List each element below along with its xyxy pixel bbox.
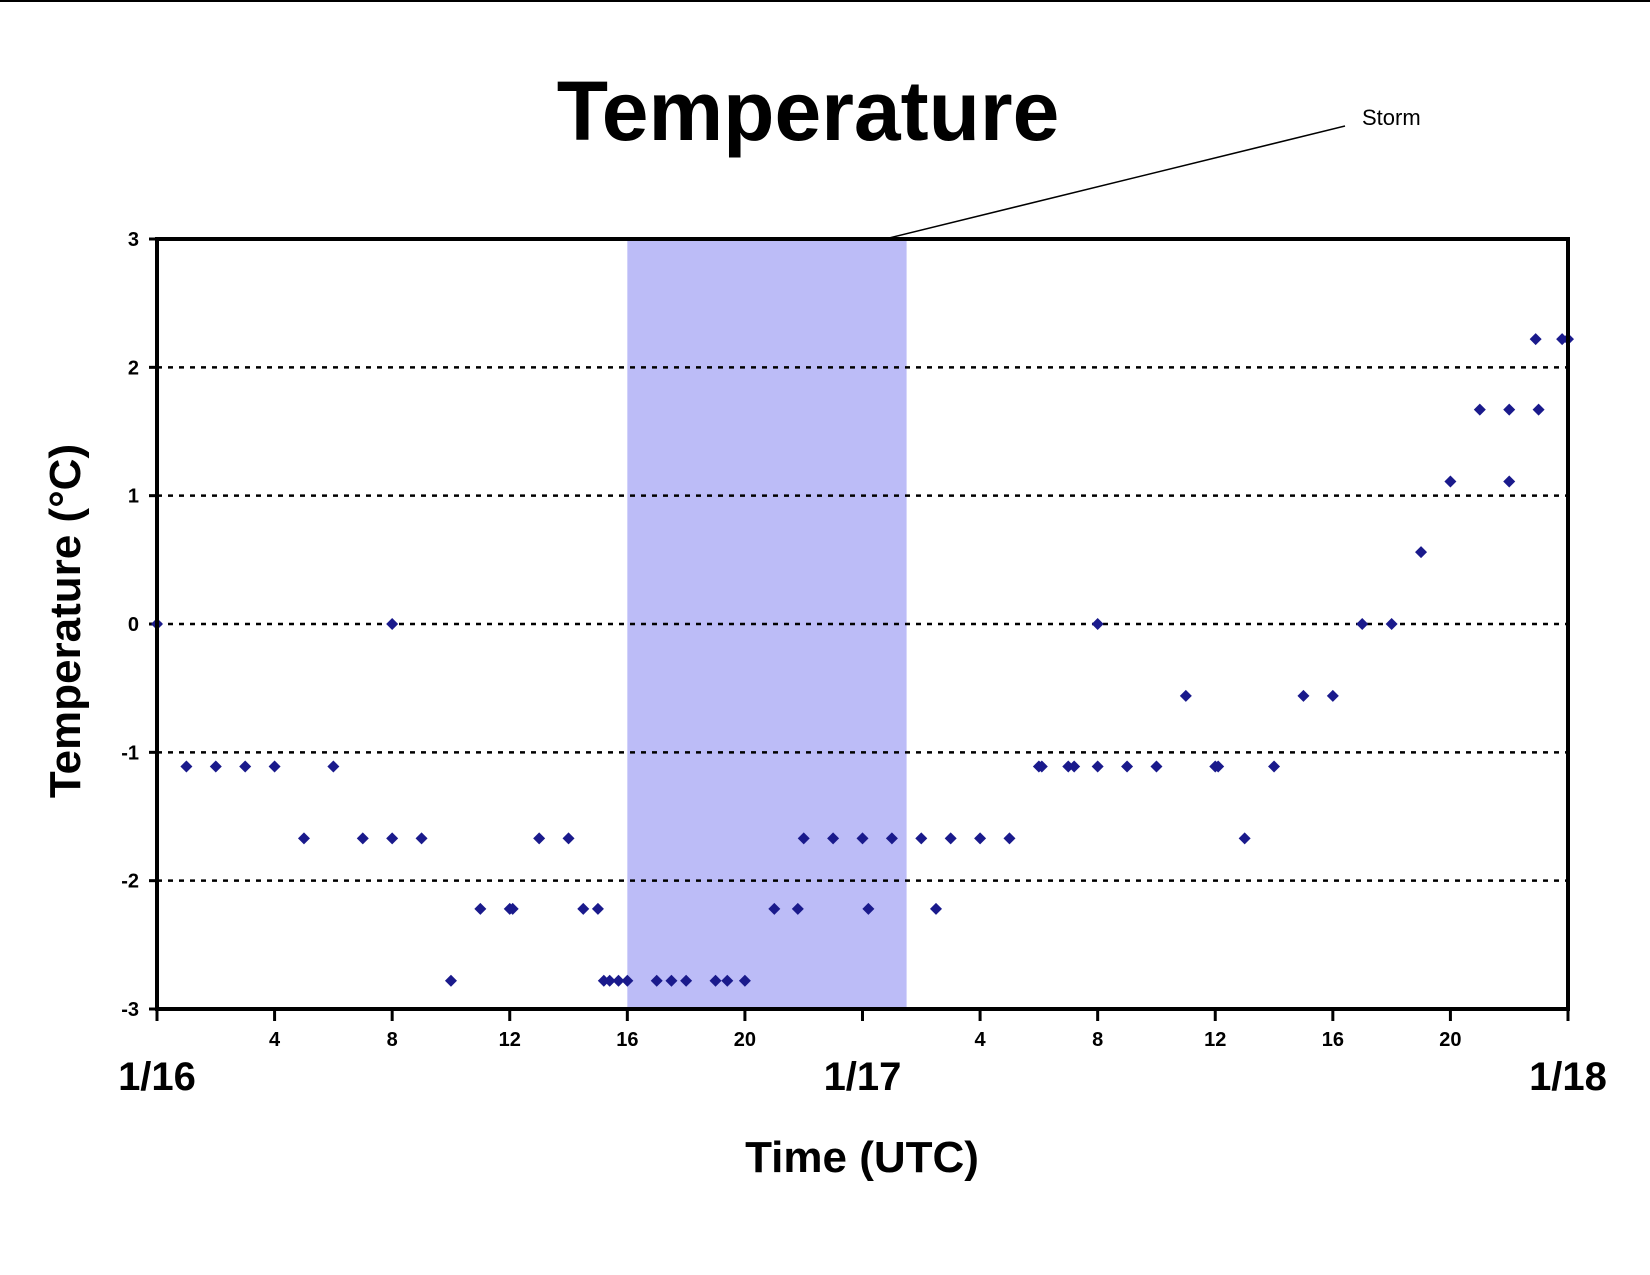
- x-tick-label: 16: [1322, 1029, 1344, 1051]
- data-point: [1532, 403, 1545, 416]
- data-point: [297, 832, 310, 845]
- data-point: [239, 760, 252, 773]
- data-point: [1035, 760, 1048, 773]
- data-point: [1091, 618, 1104, 630]
- data-point: [327, 760, 340, 773]
- x-tick-label: 8: [387, 1029, 398, 1051]
- data-point: [862, 902, 875, 915]
- top-border: [0, 0, 1650, 2]
- y-tick-label: 1: [128, 486, 139, 508]
- data-point: [797, 832, 810, 845]
- data-point: [444, 974, 457, 987]
- x-day-label: 1/18: [1529, 1055, 1607, 1099]
- storm-leader-line: [884, 125, 1346, 240]
- x-tick-label: 4: [269, 1029, 281, 1051]
- y-axis-title: Temperature (°C): [41, 444, 90, 798]
- data-point: [1444, 475, 1457, 488]
- x-tick-label: 12: [499, 1029, 521, 1051]
- x-axis-day-labels: 1/16 1/17 1/18: [118, 1055, 1607, 1099]
- data-point: [1356, 618, 1369, 630]
- x-axis-ticks: 4 8 12 16 20 4 8 12 16 20: [155, 1009, 1570, 1051]
- data-point: [1238, 832, 1251, 845]
- y-tick-label: -2: [121, 871, 139, 893]
- data-point: [929, 902, 942, 915]
- data-point: [1268, 760, 1281, 773]
- data-point: [415, 832, 428, 845]
- data-point: [209, 760, 222, 773]
- data-point: [1179, 689, 1192, 702]
- data-point: [386, 618, 399, 630]
- data-point: [474, 902, 487, 915]
- data-point: [1473, 403, 1486, 416]
- data-point: [721, 974, 734, 987]
- x-tick-label: 20: [734, 1029, 756, 1051]
- data-point: [1003, 832, 1016, 845]
- x-axis-title: Time (UTC): [745, 1133, 979, 1182]
- data-point: [1529, 333, 1542, 346]
- data-point: [915, 832, 928, 845]
- data-point: [665, 974, 678, 987]
- data-point: [562, 832, 575, 845]
- data-point: [180, 760, 193, 773]
- data-point: [621, 974, 634, 987]
- data-point: [791, 902, 804, 915]
- data-point: [1121, 760, 1134, 773]
- data-point: [1415, 546, 1428, 559]
- data-point: [591, 902, 604, 915]
- data-point: [738, 974, 751, 987]
- data-point: [856, 832, 869, 845]
- data-point: [650, 974, 663, 987]
- data-point: [885, 832, 898, 845]
- data-point: [944, 832, 957, 845]
- data-point: [709, 974, 722, 987]
- chart-title: Temperature: [557, 64, 1060, 158]
- x-day-label: 1/17: [824, 1055, 902, 1099]
- data-point: [268, 760, 281, 773]
- data-point: [827, 832, 840, 845]
- data-point: [1297, 689, 1310, 702]
- y-tick-label: 2: [128, 357, 139, 379]
- x-day-label: 1/16: [118, 1055, 196, 1099]
- y-tick-label: 0: [128, 614, 139, 636]
- data-point: [506, 902, 519, 915]
- data-point: [356, 832, 369, 845]
- data-point: [1091, 760, 1104, 773]
- data-point: [768, 902, 781, 915]
- data-point: [1503, 403, 1516, 416]
- data-point: [1068, 760, 1081, 773]
- x-tick-label: 20: [1439, 1029, 1461, 1051]
- data-point: [1150, 760, 1163, 773]
- data-point: [1503, 475, 1516, 488]
- y-axis-ticks: 3 2 1 0 -1 -2 -3: [121, 229, 157, 1021]
- y-tick-label: -3: [121, 999, 139, 1021]
- data-point: [533, 832, 546, 845]
- x-tick-label: 16: [616, 1029, 638, 1051]
- y-tick-label: -1: [121, 742, 139, 764]
- data-point: [386, 832, 399, 845]
- y-tick-label: 3: [128, 229, 139, 251]
- x-tick-label: 4: [975, 1029, 987, 1051]
- storm-annotation-label: Storm: [1362, 105, 1421, 130]
- plot-area-border: [155, 237, 1570, 1011]
- data-point: [1385, 618, 1398, 630]
- data-point: [1326, 689, 1339, 702]
- data-point: [603, 974, 616, 987]
- data-point: [680, 974, 693, 987]
- data-point: [974, 832, 987, 845]
- data-point: [612, 974, 625, 987]
- x-tick-label: 8: [1092, 1029, 1103, 1051]
- data-point: [1212, 760, 1225, 773]
- x-tick-label: 12: [1204, 1029, 1226, 1051]
- data-point: [577, 902, 590, 915]
